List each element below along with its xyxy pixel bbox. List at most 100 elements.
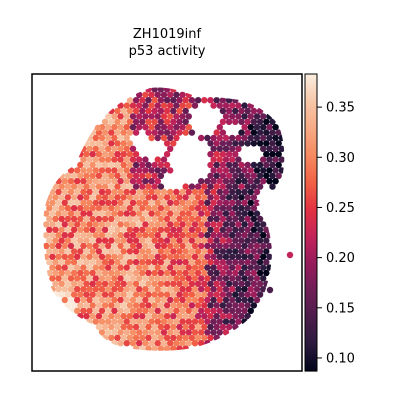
- tissue-spot: [269, 140, 276, 147]
- tissue-spot: [188, 194, 196, 201]
- tissue-spot: [111, 296, 118, 304]
- tissue-spot: [151, 161, 158, 169]
- tissue-spot: [160, 199, 168, 206]
- tissue-spot: [154, 264, 161, 271]
- tissue-spot: [129, 199, 137, 206]
- tissue-spot: [216, 167, 223, 174]
- tissue-spot: [67, 221, 75, 228]
- tissue-spot: [114, 302, 121, 309]
- tissue-spot: [244, 140, 251, 147]
- colorbar-segment: [305, 195, 317, 199]
- tissue-spot: [194, 97, 202, 104]
- tissue-spot: [256, 161, 264, 169]
- tissue-spot: [98, 156, 106, 163]
- tissue-spot: [173, 307, 180, 314]
- tissue-spot: [64, 194, 72, 201]
- chart-title-block: ZH1019inf p53 activity: [32, 26, 302, 60]
- tissue-spot: [275, 161, 282, 169]
- tissue-spot: [235, 199, 242, 206]
- tissue-spot: [89, 194, 96, 201]
- tissue-spot: [247, 113, 254, 120]
- tissue-spot: [114, 313, 121, 320]
- colorbar-segment: [305, 116, 317, 120]
- tissue-spot: [132, 345, 140, 351]
- tissue-spot: [52, 226, 59, 233]
- tissue-spot: [179, 329, 186, 336]
- tissue-spot: [117, 221, 124, 228]
- tissue-spot: [260, 156, 267, 163]
- tissue-spot: [238, 161, 245, 169]
- tissue-spot: [77, 151, 84, 158]
- tissue-spot: [253, 124, 261, 131]
- tissue-spot: [105, 145, 112, 152]
- tissue-spot: [80, 286, 87, 293]
- tissue-spot: [235, 156, 242, 163]
- tissue-spot: [126, 226, 134, 233]
- tissue-spot: [247, 178, 254, 185]
- colorbar-segment: [305, 187, 317, 191]
- tissue-spot: [210, 253, 217, 260]
- tissue-spot: [188, 259, 196, 266]
- tissue-spot: [58, 259, 65, 266]
- tissue-spot: [256, 107, 264, 115]
- tissue-spot: [235, 210, 242, 217]
- tissue-spot: [163, 151, 171, 158]
- tissue-spot: [185, 253, 192, 260]
- tissue-spot: [198, 329, 205, 336]
- tissue-spot: [148, 242, 155, 250]
- tissue-spot: [129, 296, 137, 304]
- tissue-spot: [105, 178, 112, 185]
- tissue-spot: [120, 140, 127, 147]
- tissue-spot: [126, 334, 134, 341]
- tissue-spot: [139, 118, 146, 126]
- tissue-spot: [83, 226, 90, 233]
- tissue-spot: [225, 269, 233, 277]
- tissue-spot: [154, 134, 161, 142]
- tissue-spot: [157, 129, 165, 136]
- tissue-spot: [126, 215, 134, 223]
- tissue-spot: [201, 269, 208, 277]
- tissue-spot: [235, 232, 242, 239]
- tissue-spot: [225, 291, 233, 298]
- tissue-spot: [182, 259, 189, 266]
- tissue-spot: [263, 237, 270, 244]
- tissue-spot: [210, 167, 217, 174]
- tissue-spot: [272, 134, 279, 142]
- tissue-spot: [86, 264, 93, 271]
- colorbar-segment: [305, 182, 317, 186]
- tissue-spot: [105, 264, 112, 271]
- tissue-spot: [229, 210, 236, 217]
- colorbar-segment: [305, 210, 317, 214]
- tissue-spot: [238, 248, 245, 255]
- tissue-spot: [170, 140, 177, 147]
- tissue-spot: [98, 242, 106, 250]
- tissue-spot: [232, 183, 239, 190]
- tissue-spot: [204, 242, 211, 250]
- colorbar-segment: [305, 170, 317, 174]
- tissue-spot: [129, 264, 137, 271]
- colorbar-segment: [305, 93, 317, 97]
- tissue-spot: [260, 232, 267, 239]
- tissue-spot: [108, 248, 115, 255]
- tissue-spot: [148, 329, 155, 336]
- tissue-spot: [136, 318, 143, 325]
- tissue-spot: [222, 210, 230, 217]
- tissue-spot: [139, 248, 146, 255]
- tissue-spot: [266, 134, 273, 142]
- colorbar-segment: [305, 264, 317, 268]
- colorbar-segment: [305, 135, 317, 139]
- tissue-spot: [167, 307, 174, 314]
- tissue-spot: [114, 118, 121, 126]
- tissue-spot: [142, 296, 149, 304]
- tissue-spot: [105, 156, 112, 163]
- tissue-spot: [250, 118, 258, 126]
- tissue-spot: [136, 275, 143, 282]
- tissue-spot: [136, 232, 143, 239]
- tissue-spot: [74, 210, 81, 217]
- tissue-spot: [188, 237, 196, 244]
- tissue-spot: [216, 296, 223, 304]
- tissue-spot: [136, 178, 143, 185]
- tissue-spot: [132, 161, 140, 169]
- tissue-spot: [120, 291, 127, 298]
- tissue-spot: [86, 167, 93, 174]
